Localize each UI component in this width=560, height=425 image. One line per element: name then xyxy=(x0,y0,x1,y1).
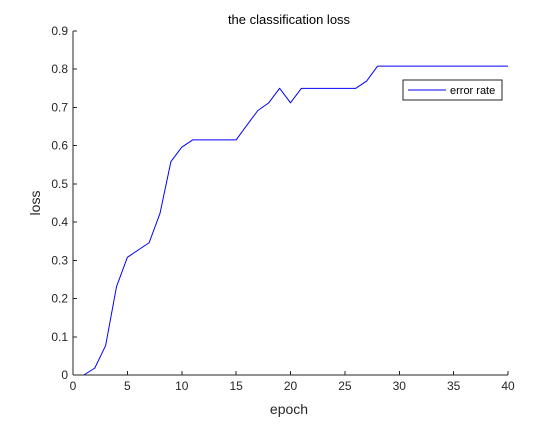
series-layer xyxy=(83,65,508,376)
y-tick-label: 0.8 xyxy=(51,62,68,76)
x-axis-label: epoch xyxy=(270,401,308,417)
x-tick-label: 30 xyxy=(393,379,407,393)
y-tick-label: 0.4 xyxy=(51,215,68,229)
y-axis-label: loss xyxy=(27,191,43,216)
y-tick-label: 0.5 xyxy=(51,177,68,191)
legend-label-error-rate: error rate xyxy=(450,85,495,97)
x-tick-label: 0 xyxy=(70,379,77,393)
x-tick-label: 15 xyxy=(229,379,243,393)
legend: error rate xyxy=(402,79,503,101)
x-tick-label: 25 xyxy=(338,379,352,393)
y-tick-label: 0.1 xyxy=(51,330,68,344)
x-tick-label: 20 xyxy=(284,379,298,393)
x-tick-label: 35 xyxy=(447,379,461,393)
chart-title: the classification loss xyxy=(228,12,351,27)
x-tick-label: 10 xyxy=(175,379,189,393)
y-tick-label: 0.9 xyxy=(51,24,68,38)
y-tick-label: 0.7 xyxy=(51,100,68,114)
x-tick-label: 40 xyxy=(501,379,515,393)
x-tick-label: 5 xyxy=(124,379,131,393)
y-tick-label: 0.6 xyxy=(51,139,68,153)
y-tick-label: 0.2 xyxy=(51,292,68,306)
y-tick-label: 0.3 xyxy=(51,253,68,267)
ticks-layer: 0 5 10 15 20 25 30 35 40 0 0.1 0.2 0.3 0.4 0.5 0.6 0.7 0.… xyxy=(51,24,515,393)
series-line-error-rate xyxy=(83,65,508,376)
y-tick-label: 0 xyxy=(61,368,68,382)
legend-box xyxy=(402,79,503,101)
